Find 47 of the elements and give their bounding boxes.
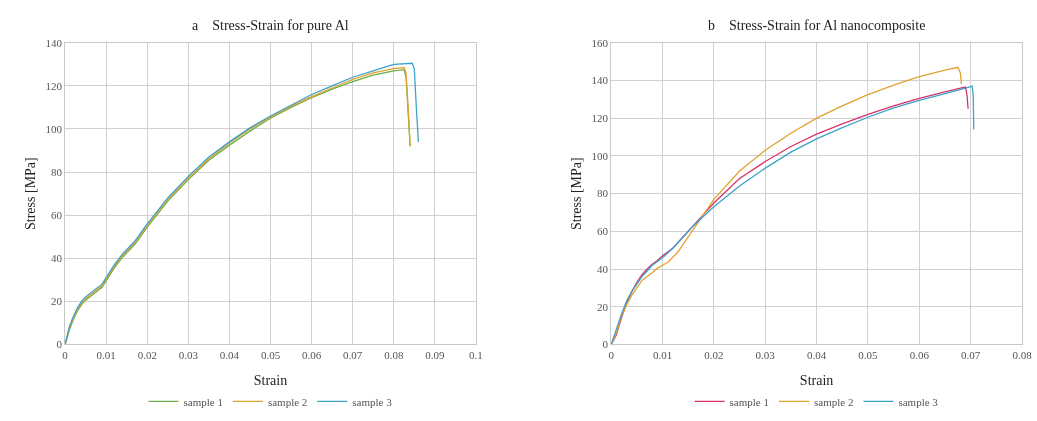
y-tick-label: 100 (591, 149, 609, 162)
x-tick-label: 0.03 (755, 348, 776, 361)
y-tick-label: 100 (45, 122, 63, 135)
y-tick-label: 40 (596, 262, 609, 275)
y-tick-label: 60 (596, 225, 609, 238)
y-tick-label: 80 (596, 187, 609, 200)
x-axis-title: Strain (799, 372, 834, 388)
y-tick-label: 20 (50, 295, 63, 308)
x-tick-label: 0.03 (178, 348, 199, 361)
y-tick-label: 120 (45, 79, 63, 92)
x-tick-label: 0.08 (1012, 348, 1033, 361)
x-axis-title: Strain (253, 372, 288, 388)
x-tick-label: 0.04 (219, 348, 240, 361)
legend-label: sample 3 (898, 395, 939, 408)
chart-title: a Stress-Strain for pure Al (192, 18, 349, 33)
x-tick-label: 0.08 (384, 348, 404, 361)
x-tick-label: 0.02 (137, 348, 157, 361)
x-tick-label: 0.05 (858, 348, 879, 361)
y-tick-label: 0 (56, 338, 63, 351)
y-tick-label: 60 (50, 209, 63, 222)
x-tick-label: 0.04 (806, 348, 827, 361)
x-tick-label: 0.02 (704, 348, 724, 361)
legend-label: sample 2 (814, 395, 854, 408)
legend-label: sample 1 (729, 395, 770, 408)
x-tick-label: 0.06 (301, 348, 322, 361)
y-tick-label: 0 (602, 338, 609, 351)
y-tick-label: 80 (50, 165, 63, 178)
x-tick-label: 0.1 (469, 348, 483, 361)
y-tick-label: 20 (596, 300, 609, 313)
y-tick-label: 40 (50, 252, 63, 265)
y-tick-label: 140 (45, 36, 63, 49)
x-tick-label: 0.01 (652, 348, 673, 361)
legend-label: sample 2 (267, 395, 308, 408)
x-tick-label: 0.05 (260, 348, 281, 361)
y-tick-label: 140 (591, 74, 609, 87)
x-tick-label: 0.06 (909, 348, 930, 361)
legend-label: sample 3 (352, 395, 393, 408)
x-tick-label: 0.09 (425, 348, 445, 361)
x-tick-label: 0.07 (961, 348, 981, 361)
x-tick-label: 0.01 (96, 348, 116, 361)
x-tick-label: 0.07 (343, 348, 363, 361)
y-tick-label: 120 (591, 112, 609, 125)
y-tick-label: 160 (591, 36, 609, 49)
y-axis-title: Stress [MPa] (569, 157, 585, 230)
chart-title: b Stress-Strain for Al nanocomposite (708, 18, 926, 33)
legend-label: sample 1 (183, 395, 223, 408)
y-axis-title: Stress [MPa] (22, 157, 38, 230)
